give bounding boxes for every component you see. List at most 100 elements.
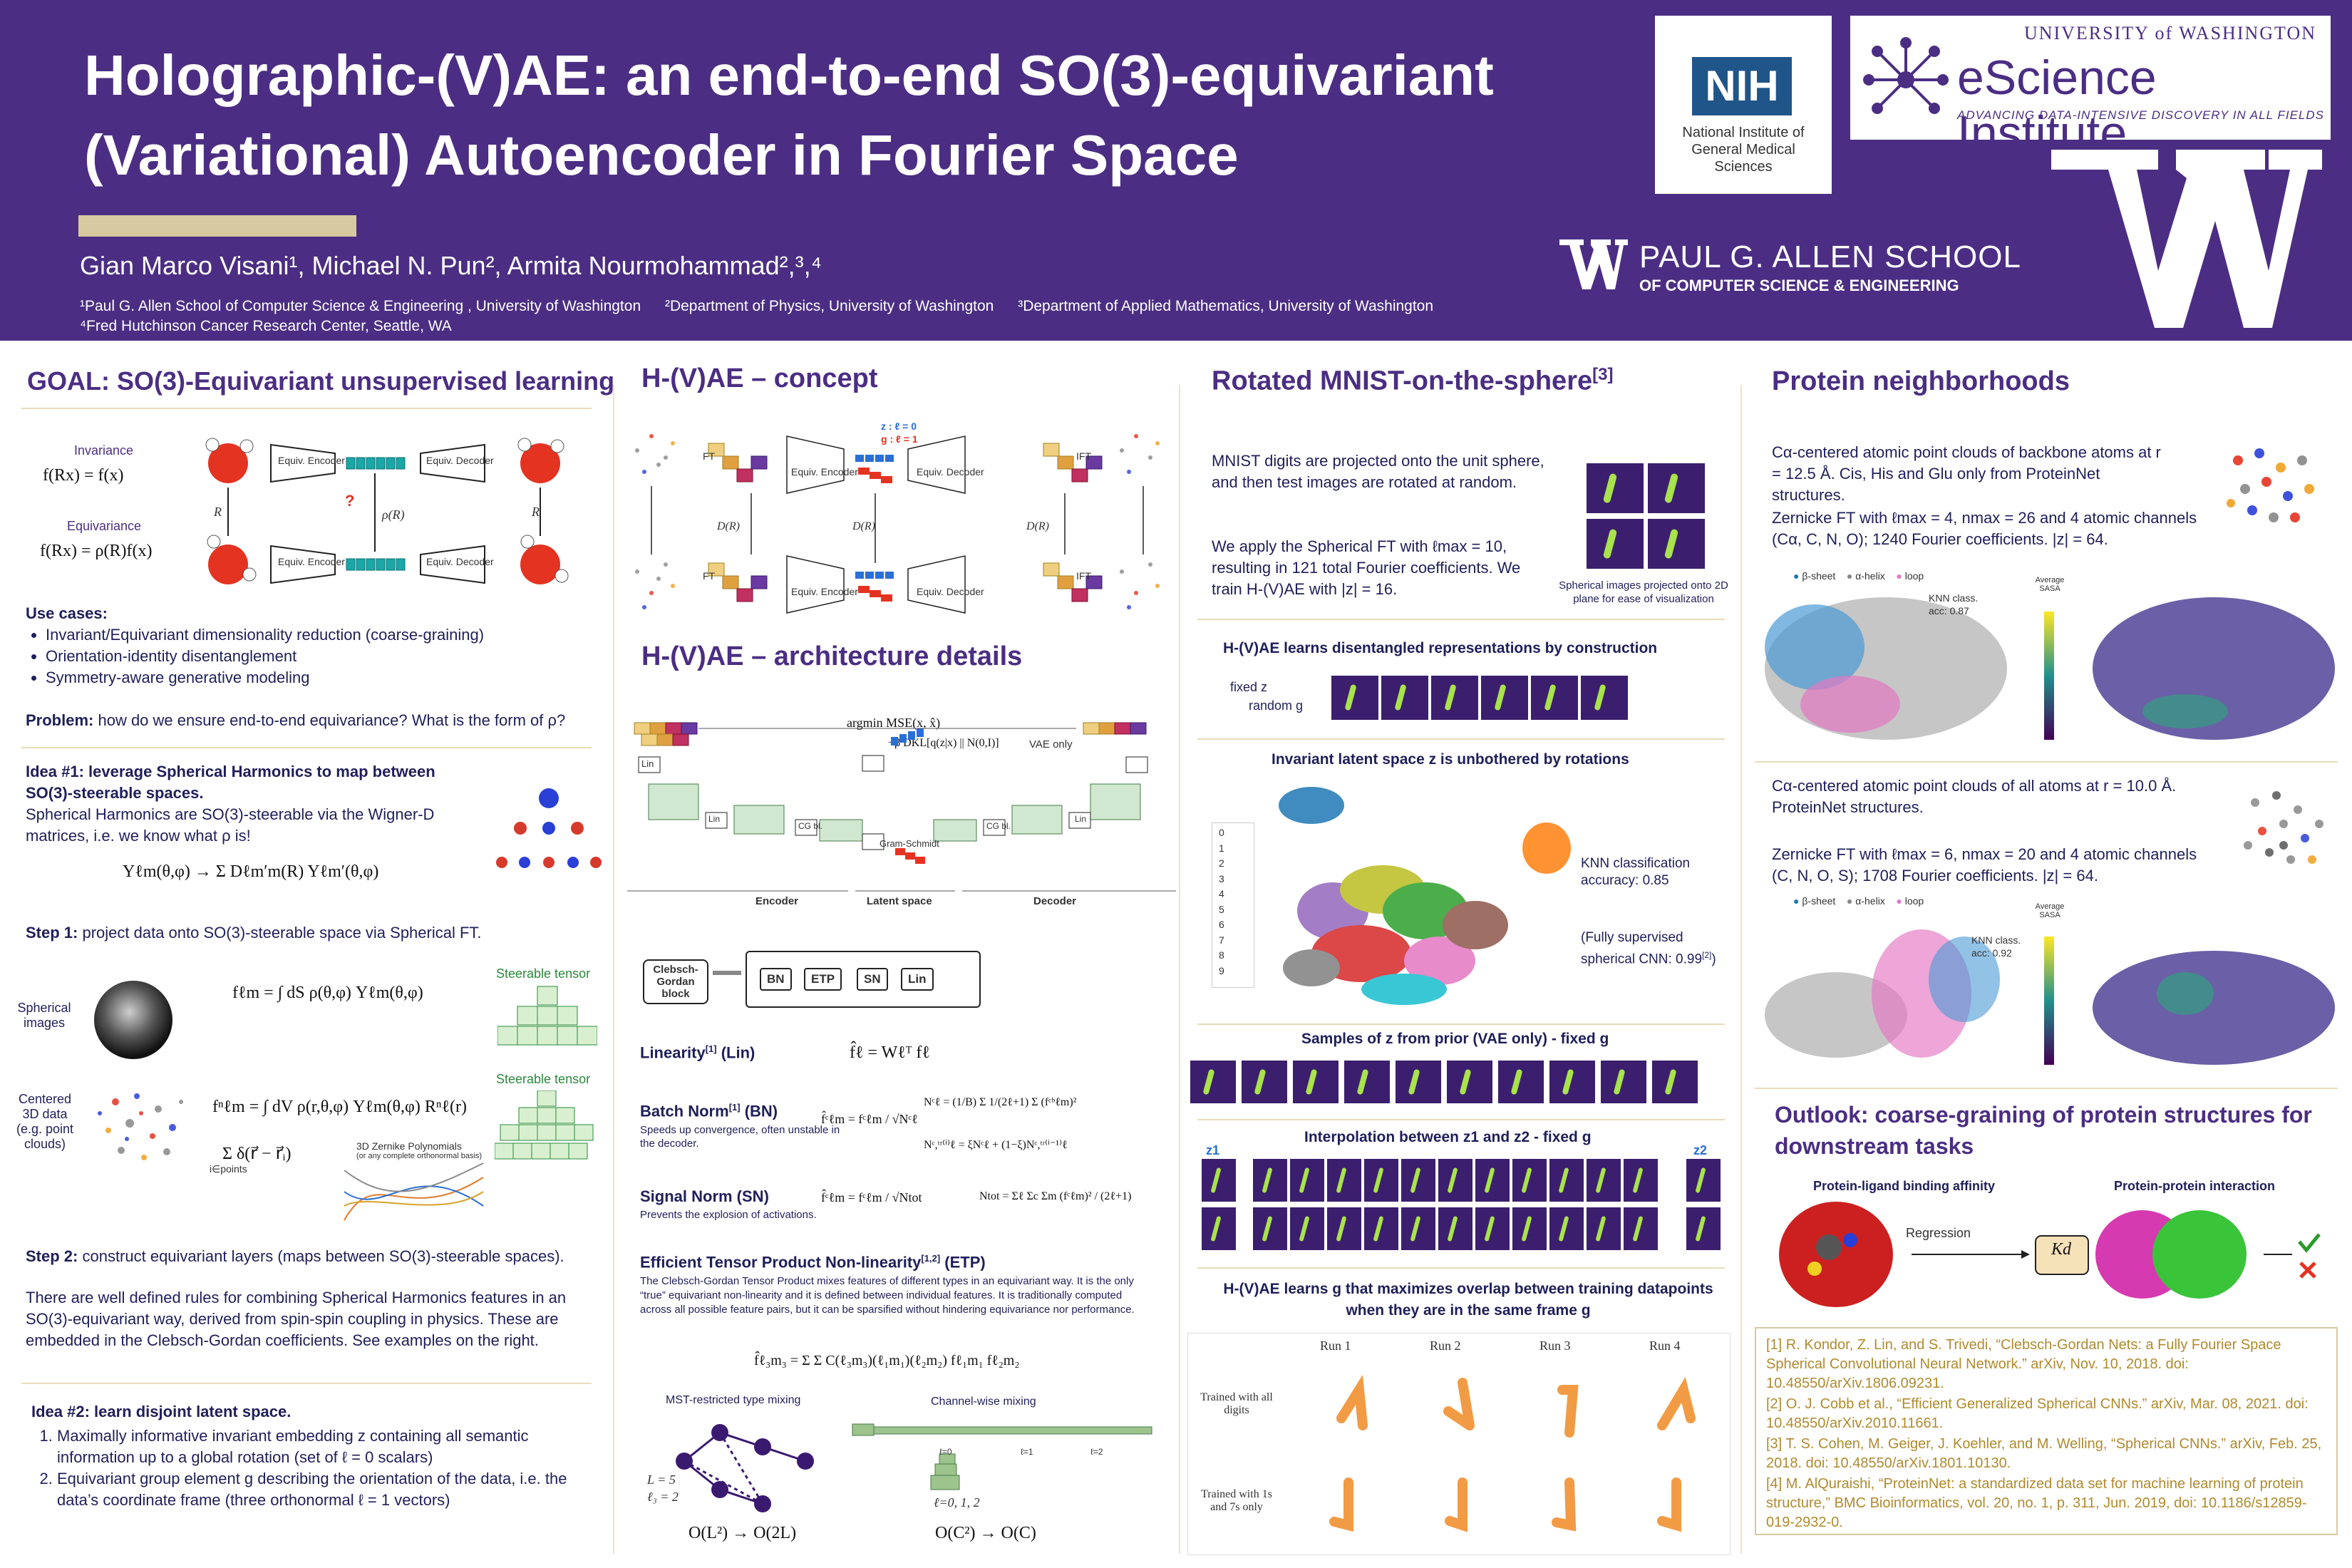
ell-0: ℓ=0 (939, 1447, 952, 1457)
mst-graph (676, 1424, 814, 1512)
divider (21, 1383, 592, 1384)
concept-decoder-label: Equiv. Decoder (917, 586, 984, 597)
concept-title: H-(V)AE – concept (641, 363, 878, 393)
dr-label: D(R) (1026, 520, 1049, 532)
digit-legend-labels: 0 1 2 3 4 5 6 7 8 9 (1219, 825, 1224, 979)
ss-legend-2: ● β-sheet ● α-helix ● loop (1793, 895, 1924, 907)
architecture-diagram (627, 722, 1176, 892)
legend-alpha: α-helix (1855, 895, 1885, 907)
sasa-label: Average SASA (2035, 902, 2065, 919)
points-equation: Σ δ(r⃗ − r⃗ᵢ) (222, 1145, 292, 1163)
mnist-text-2: We apply the Spherical FT with ℓmax = 10… (1212, 537, 1521, 598)
umap-mnist (1279, 787, 1571, 1005)
legend-digit: 2 (1219, 857, 1224, 869)
ft-label: FT (703, 570, 716, 582)
etp-name: Efficient Tensor Product Non-linearity (640, 1253, 922, 1272)
mnist-sample (1331, 676, 1378, 720)
use-case-item: Symmetry-aware generative modeling (46, 667, 596, 688)
r-label: R (532, 505, 540, 519)
goal-title: GOAL: SO(3)-Equivariant unsupervised lea… (27, 366, 615, 396)
kd-label: Kd (2051, 1240, 2072, 1259)
bn-title: Batch Norm[1] (BN) (640, 1102, 778, 1120)
mnist-sample (1431, 676, 1478, 720)
affiliation-1: ¹Paul G. Allen School of Computer Scienc… (80, 298, 641, 314)
ell-2: ℓ=2 (1090, 1447, 1103, 1457)
legend-digit: 0 (1219, 827, 1224, 838)
affiliation-2: ²Department of Physics, University of Wa… (664, 298, 994, 314)
overlap-title: H-(V)AE learns g that maximizes overlap … (1223, 1281, 1713, 1319)
allen-line2: OF COMPUTER SCIENCE & ENGINEERING (1639, 277, 1959, 294)
vae-sample (1447, 1061, 1492, 1103)
bn-equation-2: Nᶜℓ = (1/B) Σ 1/(2ℓ+1) Σ (fᶜᵇℓm)² (924, 1096, 1077, 1108)
etp-abbr: (ETP) (940, 1253, 986, 1272)
divider (1197, 1267, 1725, 1269)
idea2: Idea #2: learn disjoint latent space. Ma… (31, 1401, 594, 1511)
loss-top: argmin MSE(x, x̂) (847, 716, 941, 730)
row-label-1s7s: Trained with 1s and 7s only (1201, 1488, 1272, 1513)
sn-equation-2: Ntot = Σℓ Σc Σm (fᶜℓm)² / (2ℓ+1) (979, 1190, 1132, 1202)
divider (21, 747, 592, 748)
dr-label: D(R) (717, 520, 740, 532)
use-case-item: Orientation-identity disentanglement (46, 646, 596, 667)
encoder-section: Encoder (755, 895, 799, 907)
knn-accuracy-2: KNN class. acc: 0.92 (1971, 934, 2021, 959)
vae-sample (1344, 1061, 1390, 1103)
column-divider (1740, 385, 1742, 1554)
lin-label: Lin (641, 758, 654, 769)
vae-sample (1242, 1061, 1287, 1103)
mnist-title: Rotated MNIST-on-the-sphere[3] (1212, 365, 1614, 396)
protein-text-4: Zernicke FT with ℓmax = 6, nmax = 20 and… (1772, 845, 2197, 884)
run-header: Run 2 (1430, 1339, 1461, 1353)
use-cases-title: Use cases: (26, 604, 108, 622)
protein-text-1: Cα-centered atomic point clouds of backb… (1772, 443, 2161, 504)
knn-accuracy-1: KNN class. acc: 0.87 (1929, 592, 1979, 617)
legend-loop: loop (1904, 895, 1924, 907)
run-header: Run 3 (1539, 1339, 1571, 1353)
invariance-equation: f(Rx) = f(x) (43, 466, 124, 485)
nih-mark: NIH (1692, 57, 1792, 115)
supervised-text: (Fully supervised spherical CNN: 0.99 (1581, 930, 1703, 967)
cw-label: Channel-wise mixing (931, 1396, 1036, 1408)
column-divider (613, 385, 614, 1554)
problem-statement: Problem: how do we ensure end-to-end equ… (26, 710, 610, 731)
sn-description: Prevents the explosion of activations. (640, 1209, 817, 1221)
legend-beta: β-sheet (1802, 895, 1836, 907)
z-legend: z : ℓ = 0 (881, 421, 917, 432)
divider (1197, 1023, 1725, 1025)
step2-text: construct equivariant layers (maps betwe… (78, 1247, 564, 1265)
bn-name: Batch Norm (640, 1102, 729, 1120)
linearity-name: Linearity (640, 1043, 706, 1062)
linearity-equation: f̂ℓ = Wℓᵀ fℓ (850, 1043, 930, 1062)
legend-digit: 8 (1219, 949, 1224, 961)
mnist-sample (1381, 676, 1428, 720)
vae-sample (1601, 1061, 1646, 1103)
concept-encoder-label: Equiv. Encoder (791, 586, 858, 597)
reference-item: [3] T. S. Cohen, M. Geiger, J. Koehler, … (1766, 1436, 2322, 1471)
column-divider (1179, 385, 1180, 1554)
mnist-projection (1587, 463, 1644, 513)
use-case-item: Invariant/Equivariant dimensionality red… (46, 624, 596, 646)
cg-bl-label: CG bl. (986, 821, 1011, 831)
steerable-tensor-label: Steerable tensor (496, 1072, 591, 1086)
legend-digit: 3 (1219, 872, 1224, 884)
bn-description: Speeds up convergence, often unstable in… (640, 1124, 840, 1150)
regression-label: Regression (1906, 1226, 1971, 1240)
lin-label: Lin (708, 814, 721, 824)
sn-equation-1: f̂ᶜℓm = fᶜℓm / √Ntot (821, 1190, 922, 1205)
bn-equation-1: f̂ᶜℓm = fᶜℓm / √Nᶜℓ (821, 1112, 918, 1126)
legend-digit: 7 (1219, 934, 1224, 946)
run-header: Run 4 (1649, 1339, 1681, 1353)
spherical-images-label: Spherical images (17, 1001, 71, 1030)
overlap-table (1187, 1333, 1731, 1555)
interpolation-title: Interpolation between z1 and z2 - fixed … (1304, 1129, 1592, 1145)
vae-sample (1498, 1061, 1544, 1103)
run-header: Run 1 (1320, 1339, 1351, 1353)
divider (1197, 619, 1725, 620)
decoder-label: Equiv. Decoder (426, 455, 494, 466)
ppi-label: Protein-protein interaction (2114, 1179, 2276, 1193)
legend-digit: 6 (1219, 919, 1224, 930)
legend-digit: 5 (1219, 903, 1224, 915)
title-accent-bar (78, 215, 356, 237)
mnist-projection (1587, 519, 1644, 569)
step1: Step 1: project data onto SO(3)-steerabl… (26, 922, 596, 944)
